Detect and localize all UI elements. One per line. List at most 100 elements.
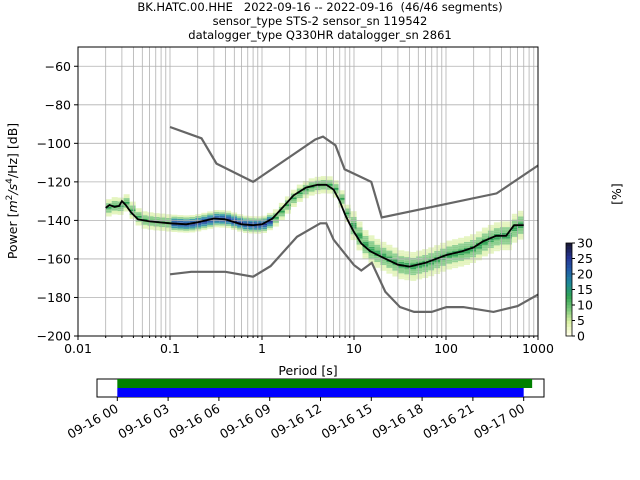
heatmap-cell [213,210,220,212]
heatmap-cell [392,247,399,250]
heatmap-cell [111,204,118,207]
heatmap-cell [243,217,250,220]
heatmap-cell [517,237,524,240]
heatmap-cell [141,222,148,225]
heatmap-cell [296,184,303,187]
heatmap-cell [159,215,166,218]
heatmap-cell [249,218,255,220]
heatmap-cell [249,216,255,219]
heatmap-cell [338,198,345,200]
heatmap-cell [476,254,482,257]
heatmap-cell [493,241,500,244]
heatmap-cell [410,253,417,256]
heatmap-cell [189,218,196,221]
heatmap-cell [440,250,447,253]
heatmap-cell [398,273,405,276]
heatmap-cell [219,219,226,222]
heatmap-cell [452,258,459,261]
heatmap-cell [111,199,118,201]
heatmap-cell [308,178,315,181]
heatmap-cell [428,249,435,252]
heatmap-cell [392,272,399,275]
heatmap-cell [446,252,453,255]
heatmap-cell [338,201,345,204]
heatmap-cell [129,215,136,217]
heatmap-cell [380,247,387,250]
heatmap-cell [481,246,488,249]
heatmap-cell [266,226,273,229]
heatmap-cell [499,229,506,231]
heatmap-cell [320,179,327,182]
heatmap-cell [380,251,387,254]
heatmap-cell [476,250,482,253]
heatmap-cell [428,272,435,275]
heatmap-cell [159,217,166,220]
heatmap-cell [398,275,405,278]
axes: 0.01 0.1 1 10 100 1000 −200 −180 −160 −140 −120 −10… [37,59,554,356]
heatmap-cell [368,237,375,240]
heatmap-cell [440,264,447,266]
heatmap-cell [225,214,232,217]
heatmap-cell [499,238,506,241]
heatmap-cell [476,252,482,255]
colorbar-tick-label: 30 [577,236,593,251]
heatmap-cell [428,266,435,269]
heatmap-cell [511,227,518,230]
heatmap-cell [171,226,178,229]
heatmap-cell [296,200,303,202]
heatmap-cell [464,245,470,248]
heatmap-cell [177,230,184,233]
heatmap-cell [362,249,369,252]
heatmap-cell [398,261,405,264]
heatmap-cell [207,221,214,223]
heatmap-cell [183,230,190,233]
heatmap-cell [398,250,405,253]
heatmap-cell [493,226,500,228]
heatmap-cell [243,221,250,224]
colorbar-segment [566,314,572,318]
heatmap-cell [117,197,124,200]
heatmap-cell [470,249,476,252]
heatmap-cell [380,267,387,269]
heatmap-cell [499,227,506,229]
x-axis-label: Period [s] [278,363,337,378]
heatmap-cell [290,201,297,204]
heatmap-cell [416,266,423,268]
heatmap-cell [356,227,363,230]
heatmap-cell [123,194,130,197]
heatmap-cell [392,274,399,277]
x-tick-label: 0.01 [64,341,92,356]
coverage-tick-label: 09-16 09 [217,401,273,442]
heatmap-cell [499,232,506,235]
heatmap-cell [511,215,518,218]
heatmap-cell [261,231,267,233]
heatmap-cell [189,217,196,219]
heatmap-cell [458,237,465,240]
colorbar-segment [566,295,572,300]
heatmap-cell [386,262,393,264]
heatmap-cell [464,236,470,239]
heatmap-cell [386,250,393,253]
y-tick-label: −60 [45,59,71,74]
heatmap-cell [470,241,476,244]
heatmap-cell [189,224,196,227]
high-noise-model-line [169,125,539,219]
heatmap-cell [368,252,375,255]
heatmap-cell [440,266,447,268]
colorbar-tick-label: 20 [577,267,593,282]
heatmap-cell [266,222,273,225]
heatmap-cell [386,254,393,257]
heatmap-cell [517,235,524,238]
heatmap-cell [511,240,518,243]
y-tick-label: −200 [37,329,71,344]
heatmap-cell [129,201,136,204]
heatmap-cell [117,213,124,215]
heatmap-cell [374,248,381,251]
heatmap-cell [278,212,285,215]
colorbar-segment [566,305,572,309]
heatmap-cell [284,198,291,201]
heatmap-cell [404,266,411,269]
heatmap-cell [458,241,465,244]
heatmap-cell [362,241,369,244]
heatmap-cell [458,260,465,263]
